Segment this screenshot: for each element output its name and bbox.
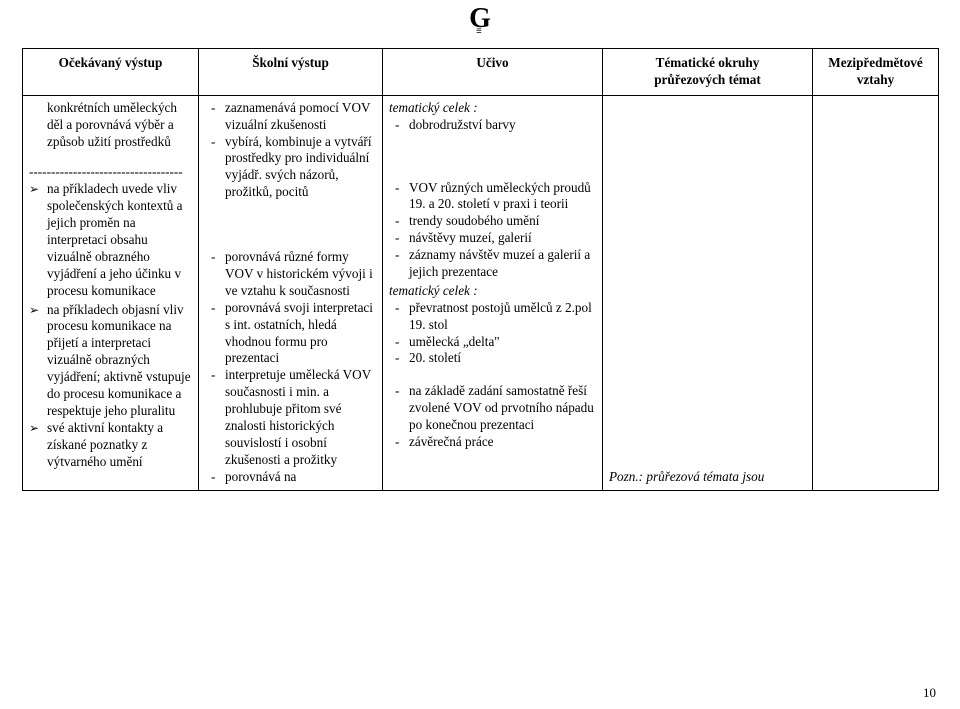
cell-expected-output: konkrétních uměleckých děl a porovnává v… — [23, 95, 199, 490]
list-item: ➢ na příkladech objasní vliv procesu kom… — [29, 302, 192, 420]
cell-cross-subject — [813, 95, 939, 490]
list-item: - návštěvy muzeí, galerií — [389, 230, 596, 247]
list-item: - dobrodružství barvy — [389, 117, 596, 134]
list-item-text: své aktivní kontakty a získané poznatky … — [47, 420, 192, 471]
bullet-icon: ➢ — [29, 420, 47, 471]
list-item: ➢ na příkladech uvede vliv společenských… — [29, 181, 192, 299]
header-expected-output: Očekávaný výstup — [23, 49, 199, 96]
list-item-text: 20. století — [409, 350, 596, 367]
dash-icon: - — [395, 334, 409, 351]
list-item: - 20. století — [389, 350, 596, 367]
list-item-text: na příkladech objasní vliv procesu komun… — [47, 302, 192, 420]
list-item-text: dobrodružství barvy — [409, 117, 596, 134]
thematic-heading: tematický celek : — [389, 283, 596, 300]
list-item-text: porovnává na — [225, 469, 376, 486]
list-item: - umělecká „delta" — [389, 334, 596, 351]
bullet-icon: ➢ — [29, 302, 47, 420]
dash-icon: - — [395, 300, 409, 334]
list-item: - převratnost postojů umělců z 2.pol 19.… — [389, 300, 596, 334]
dash-icon: - — [395, 230, 409, 247]
dash-icon: - — [395, 350, 409, 367]
dash-icon: - — [211, 134, 225, 202]
list-item: - porovnává na — [205, 469, 376, 486]
page-number: 10 — [923, 685, 936, 701]
list-item-text: převratnost postojů umělců z 2.pol 19. s… — [409, 300, 596, 334]
dash-icon: - — [211, 300, 225, 368]
dash-icon: - — [395, 383, 409, 434]
separator: ----------------------------------- — [29, 164, 192, 181]
dash-icon: - — [395, 180, 409, 214]
list-item: ➢ své aktivní kontakty a získané poznatk… — [29, 420, 192, 471]
list-item: - závěrečná práce — [389, 434, 596, 451]
bullet-icon: ➢ — [29, 181, 47, 299]
dash-icon: - — [395, 434, 409, 451]
header-curriculum: Učivo — [383, 49, 603, 96]
table-row: konkrétních uměleckých děl a porovnává v… — [23, 95, 939, 490]
list-item-text: interpretuje umělecká VOV současnosti i … — [225, 367, 376, 468]
list-item: - trendy soudobého umění — [389, 213, 596, 230]
header-school-output: Školní výstup — [199, 49, 383, 96]
list-item: - VOV různých uměleckých proudů 19. a 20… — [389, 180, 596, 214]
list-item-text: umělecká „delta" — [409, 334, 596, 351]
dash-icon: - — [211, 469, 225, 486]
list-item: - zaznamenává pomocí VOV vizuální zkušen… — [205, 100, 376, 134]
cell-thematic-areas: Pozn.: průřezová témata jsou — [603, 95, 813, 490]
list-item-text: závěrečná práce — [409, 434, 596, 451]
dash-icon: - — [211, 367, 225, 468]
list-item: - porovnává různé formy VOV v historické… — [205, 249, 376, 300]
list-item-text: VOV různých uměleckých proudů 19. a 20. … — [409, 180, 596, 214]
table-header-row: Očekávaný výstup Školní výstup Učivo Tém… — [23, 49, 939, 96]
header-cross-subject: Mezipředmětové vztahy — [813, 49, 939, 96]
footnote: Pozn.: průřezová témata jsou — [609, 469, 806, 486]
cell-curriculum: tematický celek : - dobrodružství barvy … — [383, 95, 603, 490]
list-item-text: na příkladech uvede vliv společenských k… — [47, 181, 192, 299]
list-item-text: porovnává svoji interpretaci s int. osta… — [225, 300, 376, 368]
dash-icon: - — [211, 100, 225, 134]
list-item-text: trendy soudobého umění — [409, 213, 596, 230]
list-item-text: návštěvy muzeí, galerií — [409, 230, 596, 247]
thematic-heading: tematický celek : — [389, 100, 596, 117]
dash-icon: - — [211, 249, 225, 300]
list-item: - vybírá, kombinuje a vytváří prostředky… — [205, 134, 376, 202]
dash-icon: - — [395, 213, 409, 230]
dash-icon: - — [395, 247, 409, 281]
logo: G ≡ — [469, 6, 491, 36]
list-item-text: vybírá, kombinuje a vytváří prostředky p… — [225, 134, 376, 202]
list-item: - porovnává svoji interpretaci s int. os… — [205, 300, 376, 368]
text-block: konkrétních uměleckých děl a porovnává v… — [29, 100, 192, 151]
list-item-text: záznamy návštěv muzeí a galerií a jejich… — [409, 247, 596, 281]
header-thematic-areas: Tématické okruhy průřezových témat — [603, 49, 813, 96]
list-item-text: zaznamenává pomocí VOV vizuální zkušenos… — [225, 100, 376, 134]
list-item: - na základě zadání samostatně řeší zvol… — [389, 383, 596, 434]
list-item: - záznamy návštěv muzeí a galerií a jeji… — [389, 247, 596, 281]
list-item-text: porovnává různé formy VOV v historickém … — [225, 249, 376, 300]
list-item: - interpretuje umělecká VOV současnosti … — [205, 367, 376, 468]
dash-icon: - — [395, 117, 409, 134]
list-item-text: na základě zadání samostatně řeší zvolen… — [409, 383, 596, 434]
cell-school-output: - zaznamenává pomocí VOV vizuální zkušen… — [199, 95, 383, 490]
curriculum-table: Očekávaný výstup Školní výstup Učivo Tém… — [22, 48, 939, 491]
